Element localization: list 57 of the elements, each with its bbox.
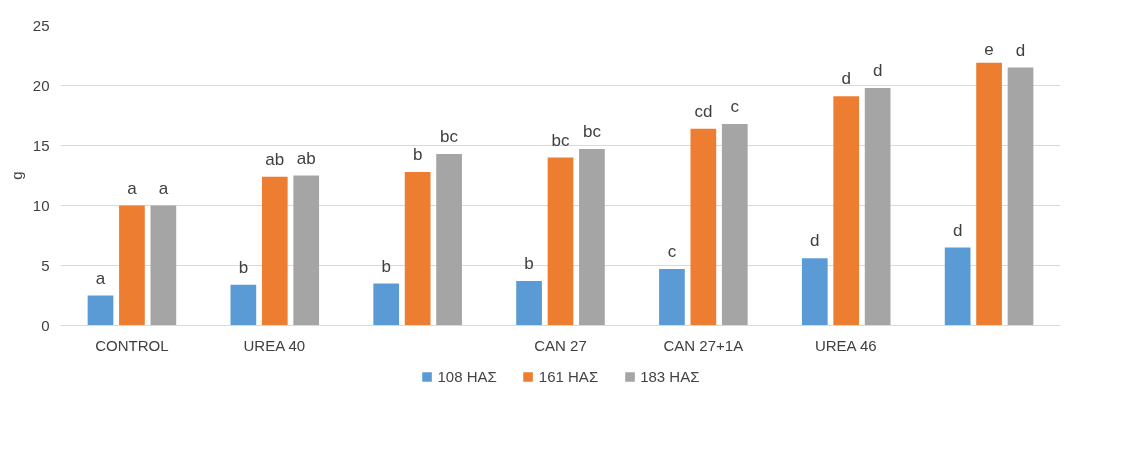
data-label: d: [1015, 40, 1026, 60]
x-tick-label: CONTROL: [95, 336, 169, 354]
data-label: b: [381, 256, 391, 276]
y-axis-title: g: [7, 171, 25, 180]
bar: [293, 175, 320, 326]
legend-label: 183 ΗΑΣ: [640, 367, 700, 385]
data-label: bc: [582, 122, 602, 142]
bar: [436, 153, 462, 326]
x-tick-label: CAN 27: [534, 336, 587, 354]
data-label: d: [952, 220, 963, 240]
bar: [579, 149, 605, 326]
bar: [976, 62, 1002, 326]
data-label: d: [810, 231, 820, 251]
data-label: d: [872, 60, 883, 80]
x-tick-label: UREA 46: [814, 336, 877, 354]
y-tick-label: 15: [32, 136, 50, 154]
data-label: b: [524, 254, 534, 274]
data-label: bc: [440, 126, 459, 146]
bar: [230, 284, 257, 326]
bar: [150, 205, 177, 326]
data-label: b: [238, 257, 249, 277]
data-label: d: [841, 69, 851, 89]
data-label: c: [667, 242, 677, 262]
x-tick-label: CAN 27+1A: [663, 336, 744, 354]
y-tick-label: 25: [32, 16, 50, 34]
y-tick-label: 10: [32, 196, 50, 214]
bar: [404, 171, 431, 326]
data-label: e: [984, 39, 994, 59]
y-tick-label: 5: [41, 256, 50, 274]
bar: [547, 157, 574, 326]
bar: [1007, 67, 1034, 326]
bar: [801, 258, 828, 326]
data-label: cd: [694, 101, 713, 121]
data-label: a: [158, 178, 169, 198]
bar: [690, 128, 717, 326]
bar: [373, 283, 400, 326]
bar: [659, 269, 685, 326]
bar: [833, 96, 860, 326]
bar: [119, 205, 145, 326]
data-label: ab: [296, 148, 316, 168]
bar: [87, 295, 114, 326]
bar: [516, 281, 542, 326]
data-label: c: [730, 96, 740, 116]
y-tick-label: 20: [32, 76, 50, 94]
data-label: a: [127, 178, 138, 198]
y-tick-label: 0: [41, 316, 50, 334]
bar: [864, 87, 891, 326]
x-tick-label: UREA 40: [243, 336, 306, 354]
data-label: a: [95, 268, 106, 288]
data-label: ab: [265, 149, 285, 169]
legend-label: 108 ΗΑΣ: [437, 367, 497, 385]
data-label: bc: [551, 130, 570, 150]
legend-label: 161 ΗΑΣ: [538, 367, 599, 385]
bar: [261, 176, 288, 326]
bar: [721, 123, 748, 326]
data-label: b: [412, 144, 423, 164]
bar: [944, 247, 971, 326]
